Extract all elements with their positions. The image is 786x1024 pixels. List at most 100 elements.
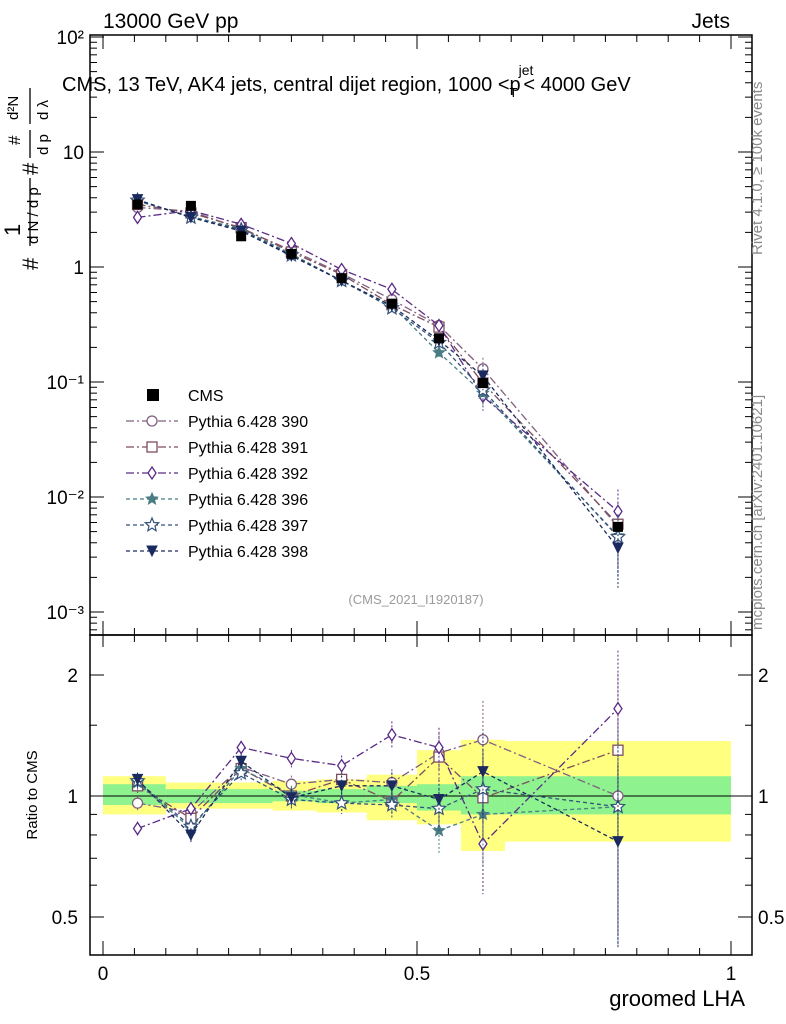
series-line-4 [137, 199, 619, 538]
cms-data-point [386, 298, 397, 309]
ratio-point-5 [433, 794, 445, 806]
y-tick-label: 10⁻³ [47, 603, 85, 624]
ratio-y-axis-label: Ratio to CMS [24, 750, 41, 839]
ratio-point-2 [387, 727, 397, 742]
ratio-point-2 [434, 740, 444, 755]
ratio-point-4 [333, 794, 350, 811]
ratio-point-5 [235, 755, 247, 768]
series-line-2 [137, 209, 619, 512]
ratio-point-5 [285, 792, 298, 804]
ratio-point-2 [613, 701, 623, 716]
legend-label-2: Pythia 6.428 392 [188, 466, 308, 483]
ratio-point-4 [474, 780, 492, 797]
ratio-panel-frame [89, 634, 753, 956]
ratio-point-2 [236, 740, 246, 755]
ratio-y-tick-label: 2 [67, 666, 78, 687]
ratio-line-3 [137, 767, 618, 832]
axis-ticks [90, 35, 752, 955]
ratio-point-2 [286, 751, 297, 766]
cms-data-points [132, 199, 623, 532]
series-line-0 [137, 206, 619, 528]
main-y-axis-label: # d N / d p 1 # d p # d λ d²N [0, 88, 52, 270]
legend: CMS Pythia 6.428 390 Pythia 6.428 391 Pyth… [126, 388, 308, 561]
y-tick-label: 10⁻² [47, 488, 85, 509]
ratio-point-4 [383, 796, 400, 812]
legend-label-cms: CMS [188, 388, 224, 405]
legend-label-3: Pythia 6.428 396 [188, 492, 308, 509]
series-point-2 [132, 210, 143, 225]
legend-marker-0 [146, 415, 158, 427]
header-right: Jets [691, 10, 730, 33]
legend-marker-5 [146, 545, 158, 558]
mcplots-source-label: mcplots.cern.ch [arXiv:2401.10621] [749, 395, 766, 630]
legend-marker-2 [147, 465, 157, 481]
ratio-point-5 [386, 780, 398, 792]
analysis-watermark: (CMS_2021_I1920187) [348, 592, 483, 607]
y-tick-label: 10 [63, 143, 84, 164]
x-tick-label: 0 [98, 964, 109, 985]
ratio-y-tick-label-right: 2 [758, 666, 769, 687]
ratio-point-5 [335, 780, 348, 792]
series-point-5 [235, 225, 247, 238]
svg-text:#: # [18, 257, 43, 270]
ratio-point-5 [131, 773, 144, 786]
ratio-y-tick-label-right: 1 [758, 787, 769, 808]
x-tick-label: 0.5 [404, 964, 430, 985]
x-tick-label: 1 [726, 964, 737, 985]
legend-label-1: Pythia 6.428 391 [188, 440, 308, 457]
cms-data-point [132, 199, 143, 210]
svg-text:#: # [18, 162, 43, 175]
ratio-tick-labels: 0 0.5 1 0.5 0.5 1 1 2 2 [52, 666, 785, 985]
cms-data-point [286, 248, 297, 259]
ratio-point-2 [186, 801, 196, 816]
rivet-version-label: Rivet 4.1.0, ≥ 100k events [749, 82, 766, 255]
series-point-2 [613, 504, 623, 519]
legend-marker-1 [146, 441, 158, 453]
svg-text:d N / d p: d N / d p [25, 187, 42, 244]
svg-text:d λ: d λ [35, 99, 52, 120]
x-axis-label: groomed LHA [609, 986, 745, 1011]
ratio-point-2 [132, 821, 143, 836]
legend-label-0: Pythia 6.428 390 [188, 414, 308, 431]
legend-marker-cms [147, 389, 159, 401]
svg-text:d²N: d²N [5, 96, 22, 120]
ratio-y-tick-label-right: 0.5 [758, 908, 784, 929]
y-tick-label: 1 [73, 258, 84, 279]
cms-data-point [433, 333, 444, 344]
ratio-point-5 [477, 766, 489, 778]
series-point-3 [432, 345, 446, 359]
cms-data-point [336, 273, 347, 284]
ratio-point-5 [185, 829, 197, 842]
header-left: 13000 GeV pp [103, 10, 238, 33]
ratio-y-tick-label: 1 [67, 787, 78, 808]
y-tick-label: 10⁻¹ [47, 373, 85, 394]
series-point-2 [387, 282, 397, 297]
legend-marker-3 [145, 491, 159, 505]
ratio-line-2 [137, 708, 619, 846]
plot-title: CMS, 13 TeV, AK4 jets, central dijet reg… [62, 62, 631, 100]
y-tick-label: 10² [57, 28, 84, 49]
cms-data-point [477, 378, 488, 389]
ratio-series [129, 650, 627, 948]
series-line-3 [137, 200, 619, 537]
series-point-2 [434, 318, 444, 333]
stat-uncertainty-band [103, 784, 166, 805]
ratio-point-0 [477, 734, 489, 746]
cms-data-point [236, 231, 247, 242]
ratio-point-0 [131, 797, 144, 809]
series-point-5 [477, 370, 489, 383]
ratio-uncertainty-bands [103, 739, 731, 851]
legend-label-4: Pythia 6.428 397 [188, 518, 308, 535]
svg-text:1: 1 [0, 224, 25, 236]
ratio-point-4 [232, 764, 250, 781]
y-tick-labels: 10⁻³ 10⁻² 10⁻¹ 1 10 10² [47, 28, 85, 624]
legend-label-5: Pythia 6.428 398 [188, 544, 308, 561]
svg-text:#: # [5, 135, 24, 145]
cms-data-point [612, 521, 623, 532]
series-point-5 [185, 211, 197, 224]
series-point-5 [612, 542, 624, 555]
ratio-line-4 [137, 772, 619, 828]
ratio-y-tick-label: 0.5 [52, 908, 78, 929]
svg-text:d p: d p [35, 134, 52, 155]
legend-marker-4 [143, 516, 161, 532]
